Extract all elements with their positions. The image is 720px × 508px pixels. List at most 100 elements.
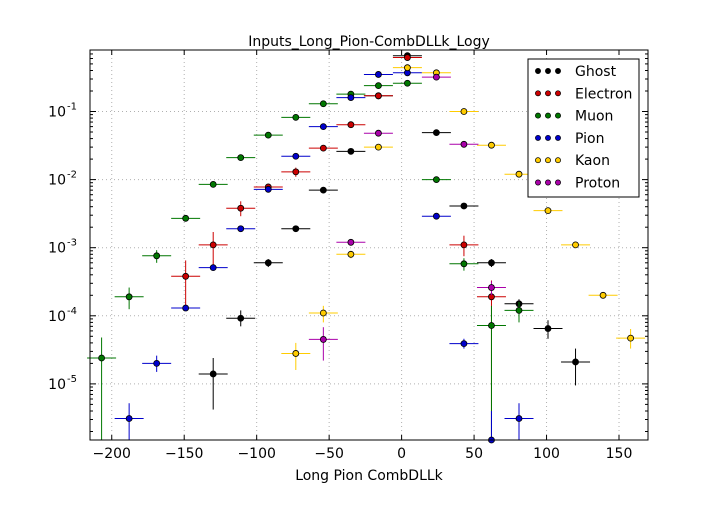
legend-entry-electron: Electron bbox=[535, 86, 632, 102]
data-point bbox=[237, 204, 245, 212]
x-tick-label: 150 bbox=[606, 446, 633, 462]
data-point bbox=[153, 252, 161, 260]
x-tick-label: 100 bbox=[533, 446, 560, 462]
data-point bbox=[488, 284, 495, 291]
legend-entry-pion: Pion bbox=[535, 131, 604, 147]
data-point bbox=[375, 143, 382, 151]
legend-marker bbox=[545, 134, 551, 141]
legend-entry-kaon: Kaon bbox=[535, 153, 610, 169]
x-tick-label: 50 bbox=[465, 446, 483, 462]
legend-entry-muon: Muon bbox=[535, 109, 613, 125]
chart-title: Inputs_Long_Pion-CombDLLk_Logy bbox=[248, 34, 490, 50]
data-point bbox=[209, 370, 217, 378]
y-tick-label: 10 bbox=[48, 377, 66, 393]
y-tick-label: 10 bbox=[48, 173, 66, 189]
x-tick-label: 0 bbox=[397, 446, 406, 462]
y-tick-exponent: -2 bbox=[67, 170, 77, 181]
y-tick-label: 10 bbox=[48, 104, 66, 120]
data-point bbox=[237, 225, 245, 233]
data-point bbox=[347, 250, 355, 258]
series-kaon bbox=[281, 64, 646, 370]
data-point bbox=[292, 152, 300, 160]
data-point bbox=[347, 94, 355, 101]
y-tick-exponent: -3 bbox=[67, 238, 77, 249]
data-point bbox=[237, 154, 245, 162]
legend-marker bbox=[535, 90, 541, 97]
legend-box bbox=[527, 58, 640, 198]
data-point bbox=[515, 307, 523, 314]
data-point bbox=[432, 129, 440, 136]
data-point bbox=[209, 241, 217, 249]
data-point bbox=[515, 170, 523, 178]
legend-marker bbox=[535, 68, 541, 74]
legend-marker bbox=[555, 68, 561, 74]
data-point bbox=[237, 314, 245, 322]
data-point bbox=[460, 108, 468, 115]
legend-label: Kaon bbox=[575, 153, 610, 169]
data-point bbox=[292, 113, 300, 121]
data-point bbox=[488, 141, 495, 149]
legend-label: Pion bbox=[575, 131, 604, 147]
legend-marker bbox=[555, 112, 561, 119]
data-point bbox=[488, 259, 495, 267]
data-point bbox=[319, 336, 327, 343]
data-point bbox=[319, 309, 327, 317]
legend-label: Muon bbox=[575, 109, 613, 125]
legend-marker bbox=[555, 134, 561, 141]
data-layer bbox=[87, 52, 646, 444]
data-point bbox=[319, 100, 327, 108]
legend-marker bbox=[555, 157, 561, 164]
data-point bbox=[432, 176, 440, 183]
data-point bbox=[182, 304, 190, 312]
data-point bbox=[460, 241, 468, 249]
legend-entry-proton: Proton bbox=[535, 176, 620, 192]
x-tick-label: −100 bbox=[237, 446, 275, 462]
legend-marker bbox=[535, 157, 541, 164]
legend-marker bbox=[535, 179, 541, 186]
data-point bbox=[460, 340, 468, 348]
legend-label: Proton bbox=[575, 176, 620, 192]
legend-marker bbox=[545, 157, 551, 164]
y-tick-exponent: -5 bbox=[67, 374, 77, 385]
data-point bbox=[182, 214, 190, 222]
x-tick-label: −200 bbox=[93, 446, 131, 462]
data-point bbox=[572, 241, 579, 249]
data-point bbox=[347, 238, 355, 246]
data-point bbox=[599, 291, 607, 299]
data-point bbox=[404, 79, 411, 87]
data-point bbox=[544, 325, 552, 332]
data-point bbox=[347, 121, 355, 129]
data-point bbox=[264, 259, 272, 267]
data-point bbox=[432, 212, 440, 220]
data-point bbox=[460, 260, 468, 268]
data-point bbox=[404, 54, 411, 61]
data-point bbox=[515, 415, 523, 422]
legend-marker bbox=[535, 112, 541, 119]
x-axis-label: Long Pion CombDLLk bbox=[295, 468, 443, 484]
legend-entry-ghost: Ghost bbox=[535, 64, 617, 80]
data-point bbox=[375, 129, 382, 137]
y-tick-exponent: -1 bbox=[67, 101, 77, 112]
legend-marker bbox=[535, 134, 541, 141]
legend-label: Electron bbox=[575, 86, 632, 102]
y-tick-label: 10 bbox=[48, 309, 66, 325]
legend-marker bbox=[545, 112, 551, 119]
y-tick-label: 10 bbox=[48, 241, 66, 257]
data-point bbox=[627, 334, 635, 342]
data-point bbox=[153, 359, 161, 367]
data-point bbox=[375, 92, 382, 100]
data-point bbox=[375, 71, 382, 78]
x-tick-label: −50 bbox=[314, 446, 344, 462]
data-point bbox=[460, 140, 468, 148]
legend-marker bbox=[545, 90, 551, 97]
legend-label: Ghost bbox=[575, 64, 617, 80]
data-point bbox=[544, 207, 552, 215]
data-point bbox=[264, 131, 272, 139]
data-point bbox=[209, 181, 217, 188]
y-tick-exponent: -4 bbox=[67, 306, 77, 317]
data-point bbox=[125, 293, 133, 301]
data-point bbox=[264, 185, 272, 193]
legend-marker bbox=[545, 179, 551, 186]
